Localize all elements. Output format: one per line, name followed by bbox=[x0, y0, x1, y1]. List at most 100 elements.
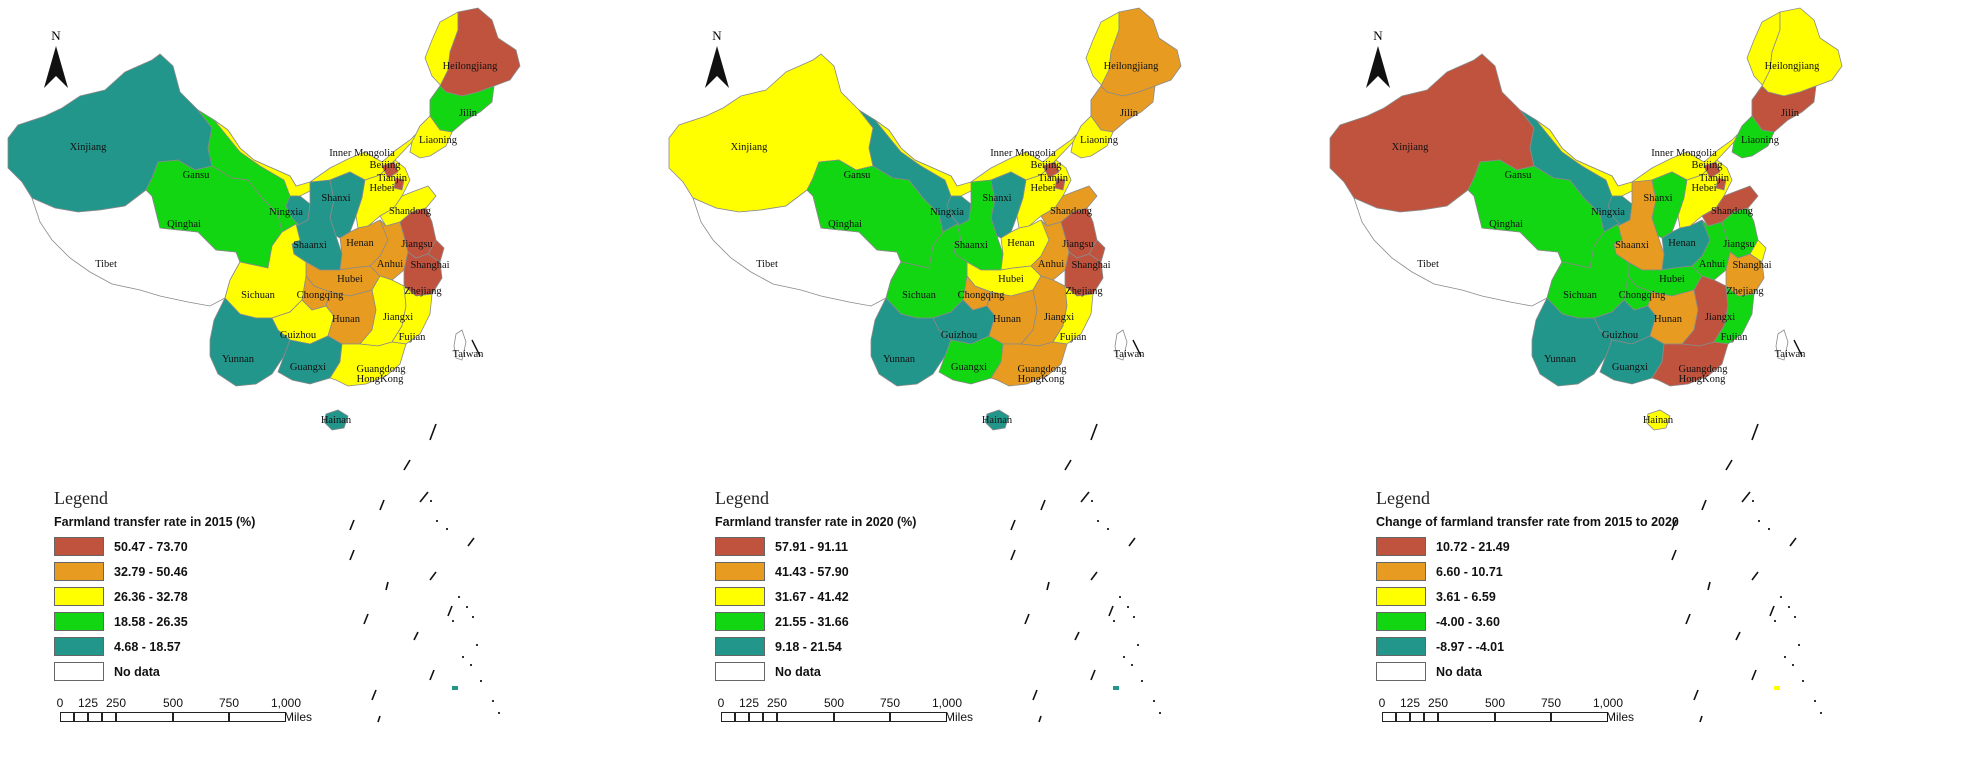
province-label: Shaanxi bbox=[1615, 240, 1649, 251]
province-label: Inner Mongolia bbox=[990, 148, 1056, 159]
province-label: Fujian bbox=[1721, 332, 1749, 343]
province-label: Inner Mongolia bbox=[329, 148, 395, 159]
boundary-mark bbox=[1789, 537, 1797, 547]
province-label: Jiangxi bbox=[1705, 312, 1735, 323]
island-dot bbox=[1137, 644, 1139, 646]
legend-label: 10.72 - 21.49 bbox=[1436, 539, 1510, 554]
island-dot bbox=[1784, 656, 1786, 658]
province-label: Heilongjiang bbox=[1765, 61, 1821, 72]
province-label: Chongqing bbox=[958, 290, 1005, 301]
island-dot bbox=[1820, 712, 1822, 714]
province-label: Guizhou bbox=[280, 330, 317, 341]
boundary-mark bbox=[1751, 423, 1759, 441]
island-dot bbox=[1133, 616, 1135, 618]
province-label: Shanghai bbox=[1071, 260, 1110, 271]
province-fujian bbox=[1713, 285, 1755, 345]
legend-label: No data bbox=[775, 664, 821, 679]
boundary-mark bbox=[447, 605, 453, 617]
scale-bar: 0 125 250 500 750 1,000 Miles bbox=[715, 696, 973, 724]
island-dot bbox=[1131, 664, 1133, 666]
legend-item: 6.60 - 10.71 bbox=[1376, 559, 1679, 584]
boundary-mark bbox=[1090, 669, 1096, 681]
province-taiwan bbox=[1114, 329, 1128, 361]
north-arrow: N bbox=[1363, 28, 1393, 96]
province-label: Jiangxi bbox=[383, 312, 413, 323]
island-dot bbox=[458, 596, 460, 598]
province-label: Beijing bbox=[370, 160, 402, 171]
province-label: Tianjin bbox=[1699, 173, 1730, 184]
island-dot bbox=[452, 620, 454, 622]
legend-swatch bbox=[1376, 587, 1426, 606]
north-arrow: N bbox=[41, 28, 71, 96]
province-beijing bbox=[1703, 161, 1721, 179]
province-label: Shanghai bbox=[410, 260, 449, 271]
island-cluster bbox=[452, 686, 458, 690]
boundary-mark bbox=[429, 423, 437, 441]
boundary-mark bbox=[429, 669, 435, 681]
legend-swatch bbox=[54, 612, 104, 631]
legend-item: 57.91 - 91.11 bbox=[715, 534, 916, 559]
legend-swatch bbox=[54, 662, 104, 681]
boundary-mark bbox=[429, 571, 437, 581]
province-anhui bbox=[369, 219, 409, 281]
island-dot bbox=[470, 664, 472, 666]
china-choropleth-map: Xinjiang Tibet Qinghai Gansu Inner Mongolia H… bbox=[7, 7, 521, 723]
province-label: Tibet bbox=[756, 259, 778, 270]
province-label: Fujian bbox=[399, 332, 427, 343]
island-dot bbox=[446, 528, 448, 530]
province-label: Xinjiang bbox=[731, 142, 768, 153]
boundary-mark bbox=[363, 613, 369, 625]
province-label: Hebei bbox=[1691, 183, 1716, 194]
province-label: Yunnan bbox=[883, 354, 916, 365]
legend-swatch bbox=[715, 612, 765, 631]
province-label: Shanxi bbox=[1643, 193, 1672, 204]
island-dot bbox=[498, 712, 500, 714]
province-label: Zhejiang bbox=[1065, 286, 1103, 297]
province-label: Shanghai bbox=[1732, 260, 1771, 271]
legend-swatch bbox=[715, 587, 765, 606]
legend-swatch bbox=[54, 587, 104, 606]
legend-label: 32.79 - 50.46 bbox=[114, 564, 188, 579]
province-label: HongKong bbox=[1679, 374, 1726, 385]
boundary-mark bbox=[1671, 549, 1677, 561]
island-dot bbox=[480, 680, 482, 682]
province-label: Xinjiang bbox=[1392, 142, 1429, 153]
legend-item: 50.47 - 73.70 bbox=[54, 534, 255, 559]
legend: Legend Change of farmland transfer rate … bbox=[1376, 488, 1679, 684]
province-label: Anhui bbox=[377, 259, 403, 270]
province-label: Liaoning bbox=[419, 135, 458, 146]
scale-tick: 500 bbox=[162, 696, 184, 710]
legend-label: -8.97 - -4.01 bbox=[1436, 639, 1505, 654]
province-label: Jilin bbox=[1120, 108, 1139, 119]
scale-tick: 0 bbox=[717, 696, 725, 710]
province-label: Jilin bbox=[459, 108, 478, 119]
north-arrow-icon bbox=[44, 46, 68, 88]
province-label: Shaanxi bbox=[954, 240, 988, 251]
legend-item: 9.18 - 21.54 bbox=[715, 634, 916, 659]
province-label: Ningxia bbox=[1591, 207, 1625, 218]
legend-label: 41.43 - 57.90 bbox=[775, 564, 849, 579]
scale-tick: 500 bbox=[823, 696, 845, 710]
scale-tick: 750 bbox=[1540, 696, 1562, 710]
boundary-mark bbox=[1024, 613, 1030, 625]
legend-label: 57.91 - 91.11 bbox=[775, 539, 848, 554]
scale-tick: 1,000 bbox=[270, 696, 302, 710]
island-dot bbox=[1113, 620, 1115, 622]
legend-label: 9.18 - 21.54 bbox=[775, 639, 842, 654]
boundary-mark bbox=[471, 339, 481, 357]
province-label: Taiwan bbox=[1114, 349, 1146, 360]
legend-swatch bbox=[1376, 612, 1426, 631]
boundary-mark bbox=[1064, 459, 1072, 471]
province-guangdong bbox=[329, 341, 407, 387]
scale-tick: 750 bbox=[879, 696, 901, 710]
province-label: Tibet bbox=[95, 259, 117, 270]
province-label: Shanxi bbox=[321, 193, 350, 204]
province-label: Heilongjiang bbox=[443, 61, 499, 72]
province-label: Hubei bbox=[1659, 274, 1685, 285]
province-label: Guangxi bbox=[1612, 362, 1648, 373]
legend-title: Legend bbox=[715, 488, 769, 508]
scale-unit: Miles bbox=[1606, 710, 1635, 724]
province-label: Sichuan bbox=[241, 290, 276, 301]
province-label: Hainan bbox=[1643, 415, 1674, 426]
province-beijing bbox=[1042, 161, 1060, 179]
